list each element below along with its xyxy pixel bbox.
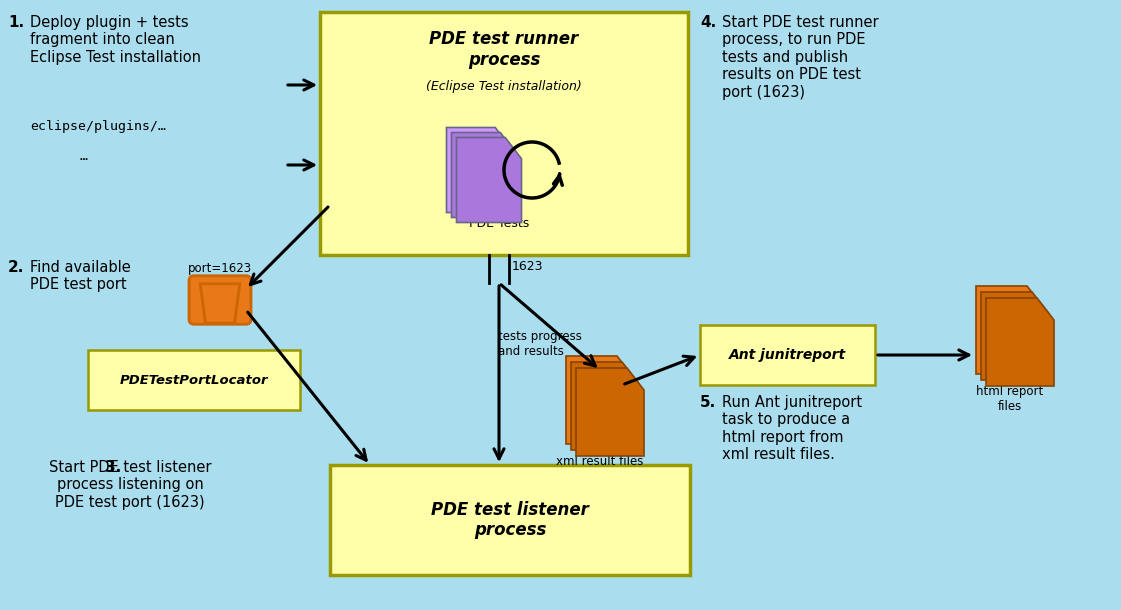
Polygon shape <box>456 137 521 223</box>
FancyBboxPatch shape <box>319 12 688 255</box>
Polygon shape <box>571 362 639 450</box>
Text: Run Ant junitreport
task to produce a
html report from
xml result files.: Run Ant junitreport task to produce a ht… <box>722 395 862 462</box>
Text: PDE test runner
process: PDE test runner process <box>429 30 578 69</box>
Text: 3.: 3. <box>105 460 121 475</box>
Text: Ant junitreport: Ant junitreport <box>729 348 846 362</box>
Text: Deploy plugin + tests
fragment into clean
Eclipse Test installation: Deploy plugin + tests fragment into clea… <box>30 15 201 65</box>
FancyBboxPatch shape <box>700 325 876 385</box>
FancyBboxPatch shape <box>89 350 300 410</box>
FancyBboxPatch shape <box>330 465 691 575</box>
Polygon shape <box>566 356 634 444</box>
Text: PDETestPortLocator: PDETestPortLocator <box>120 373 268 387</box>
Text: xml result files: xml result files <box>556 455 643 468</box>
FancyBboxPatch shape <box>189 276 251 325</box>
Text: Start PDE test listener
process listening on
PDE test port (1623): Start PDE test listener process listenin… <box>48 460 211 510</box>
Polygon shape <box>201 284 240 323</box>
Text: 2.: 2. <box>8 260 25 275</box>
Polygon shape <box>576 368 643 456</box>
Text: 1623: 1623 <box>512 260 544 273</box>
Text: Find available
PDE test port: Find available PDE test port <box>30 260 131 292</box>
Text: PDE Tests: PDE Tests <box>469 217 529 230</box>
Text: PDE test listener
process: PDE test listener process <box>432 501 589 539</box>
Polygon shape <box>981 292 1049 380</box>
Text: 5.: 5. <box>700 395 716 410</box>
Text: tests progress
and results: tests progress and results <box>498 330 582 358</box>
Text: …: … <box>80 150 89 163</box>
Text: Start PDE test runner
process, to run PDE
tests and publish
results on PDE test
: Start PDE test runner process, to run PD… <box>722 15 879 99</box>
Text: html report
files: html report files <box>976 385 1044 413</box>
Text: eclipse/plugins/…: eclipse/plugins/… <box>30 120 166 133</box>
Polygon shape <box>452 132 517 218</box>
Text: port=1623: port=1623 <box>188 262 252 275</box>
Text: (Eclipse Test installation): (Eclipse Test installation) <box>426 80 582 93</box>
Polygon shape <box>976 286 1044 374</box>
Polygon shape <box>446 127 511 212</box>
Text: 4.: 4. <box>700 15 716 30</box>
Text: 1.: 1. <box>8 15 25 30</box>
Polygon shape <box>986 298 1054 386</box>
